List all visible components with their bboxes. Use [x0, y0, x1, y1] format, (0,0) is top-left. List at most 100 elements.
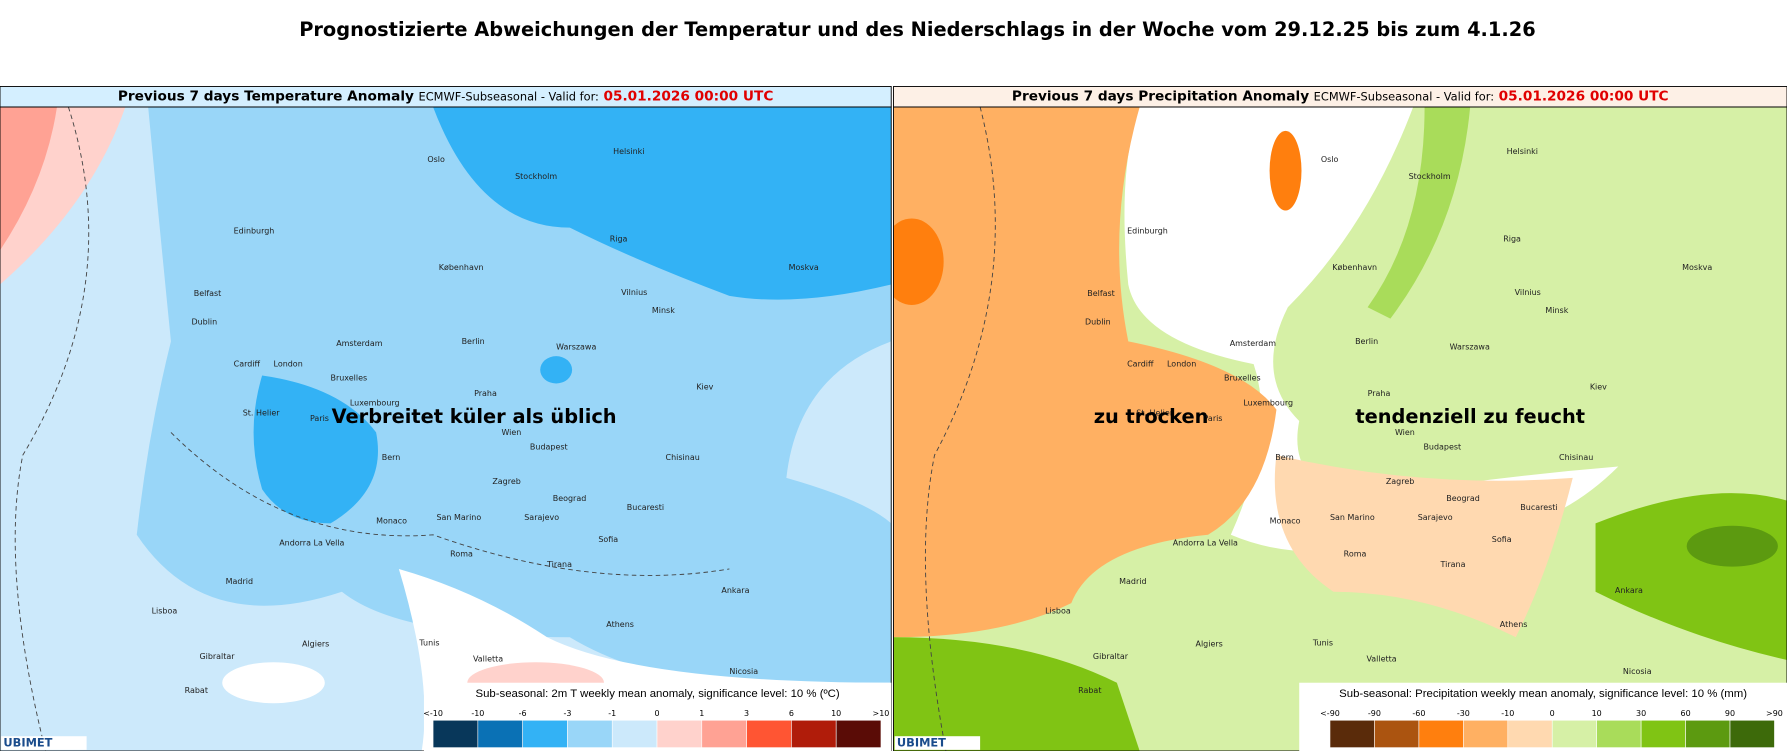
legend-label: 10: [831, 709, 841, 718]
city-label: Minsk: [1545, 306, 1568, 315]
city-label: Bruxelles: [331, 373, 368, 382]
legend-swatch: [1596, 719, 1642, 748]
city-label: Dublin: [1085, 318, 1111, 327]
legend-swatch: [1329, 719, 1375, 748]
city-label: San Marino: [436, 513, 481, 522]
city-label: Luxembourg: [1243, 398, 1293, 407]
legend-label: <-10: [423, 709, 443, 718]
city-label: Chisinau: [1559, 453, 1593, 462]
legend-label: 0: [1550, 709, 1555, 718]
page-title: Prognostizierte Abweichungen der Tempera…: [299, 18, 1535, 41]
annotation: zu trocken: [1094, 405, 1209, 428]
city-label: Gibraltar: [199, 652, 235, 661]
legend-swatch: [477, 719, 523, 748]
city-label: Stockholm: [1409, 172, 1451, 181]
city-label: Amsterdam: [1230, 339, 1277, 348]
city-label: Madrid: [226, 577, 253, 586]
city-label: Budapest: [530, 443, 568, 452]
city-label: Belfast: [1087, 289, 1115, 298]
city-label: St. Helier: [1136, 409, 1174, 418]
legend-label: -3: [563, 709, 571, 718]
city-label: Helsinki: [1507, 147, 1538, 156]
city-label: Rabat: [185, 686, 208, 695]
legend-swatch: [1374, 719, 1420, 748]
legend-label: <-90: [1320, 709, 1340, 718]
panel-header: Previous 7 days Precipitation Anomaly ECM…: [1012, 89, 1669, 105]
city-label: Nicosia: [729, 667, 758, 676]
legend-swatch: [1463, 719, 1509, 748]
legend-label: -10: [471, 709, 484, 718]
city-label: Rabat: [1078, 686, 1101, 695]
city-label: Dublin: [191, 318, 217, 327]
legend-label: 90: [1725, 709, 1735, 718]
city-label: Berlin: [462, 337, 485, 346]
city-label: Sarajevo: [524, 513, 559, 522]
annotation: Verbreitet küler als üblich: [332, 405, 617, 428]
legend-swatch: [1418, 719, 1464, 748]
legend-label: -1: [608, 709, 616, 718]
city-label: Athens: [606, 620, 634, 629]
city-label: Amsterdam: [336, 339, 383, 348]
legend-swatch: [1640, 719, 1686, 748]
city-label: Stockholm: [515, 172, 557, 181]
header-name: Previous 7 days Precipitation Anomaly: [1012, 89, 1309, 105]
city-label: Monaco: [376, 517, 407, 526]
legend-label: 1: [699, 709, 704, 718]
city-label: Vilnius: [621, 288, 647, 297]
legend-swatch: [611, 719, 658, 748]
city-label: Andorra La Vella: [1173, 538, 1238, 547]
logo: UBIMET: [897, 736, 946, 750]
city-label: København: [439, 263, 484, 272]
city-label: Cardiff: [1127, 360, 1154, 369]
city-label: Lisboa: [1045, 607, 1071, 616]
city-label: Bucaresti: [627, 503, 664, 512]
city-label: Valletta: [1366, 654, 1396, 663]
city-label: Moskva: [789, 263, 819, 272]
city-label: Wien: [501, 428, 521, 437]
legend-label: 10: [1592, 709, 1602, 718]
city-label: Roma: [1344, 550, 1367, 559]
legend-label: -90: [1368, 709, 1381, 718]
city-label: Tirana: [546, 560, 572, 569]
city-label: Budapest: [1423, 443, 1461, 452]
city-label: Sofia: [1492, 535, 1512, 544]
city-label: Bucaresti: [1520, 503, 1557, 512]
legend-label: 0: [654, 709, 659, 718]
city-label: Monaco: [1270, 517, 1301, 526]
city-label: Valletta: [473, 654, 503, 663]
header-valid: 05.01.2026 00:00 UTC: [1499, 89, 1669, 105]
city-label: Andorra La Vella: [279, 538, 344, 547]
city-label: Belfast: [194, 289, 222, 298]
header-source: ECMWF-Subseasonal - Valid for:: [1314, 89, 1494, 103]
city-label: Bern: [1275, 453, 1294, 462]
city-label: Oslo: [427, 155, 445, 164]
city-label: Kiev: [1590, 382, 1607, 391]
city-label: Gibraltar: [1093, 652, 1129, 661]
city-label: Edinburgh: [1127, 226, 1168, 235]
legend-label: -10: [1501, 709, 1514, 718]
city-label: Beograd: [1446, 494, 1480, 503]
legend-label: 3: [744, 709, 749, 718]
city-label: Moskva: [1682, 263, 1712, 272]
legend-swatch: [567, 719, 613, 748]
city-label: Riga: [610, 234, 628, 243]
city-label: Chisinau: [666, 453, 700, 462]
city-label: Luxembourg: [350, 398, 400, 407]
city-label: Madrid: [1119, 577, 1146, 586]
city-label: Lisboa: [152, 607, 178, 616]
city-label: Paris: [310, 414, 329, 423]
legend-label: >10: [873, 709, 890, 718]
city-label: Praha: [474, 389, 497, 398]
legend-label: 6: [789, 709, 794, 718]
city-label: Vilnius: [1515, 288, 1541, 297]
city-label: Zagreb: [1386, 477, 1414, 486]
city-label: St. Helier: [243, 409, 281, 418]
city-label: Ankara: [721, 586, 749, 595]
city-label: Algiers: [1196, 640, 1223, 649]
city-label: Edinburgh: [234, 226, 275, 235]
city-label: Helsinki: [613, 147, 644, 156]
city-label: Kiev: [696, 382, 713, 391]
legend-swatch: [791, 719, 837, 748]
legend-swatch: [701, 719, 747, 748]
legend-title: Sub-seasonal: Precipitation weekly mean …: [1339, 688, 1747, 700]
